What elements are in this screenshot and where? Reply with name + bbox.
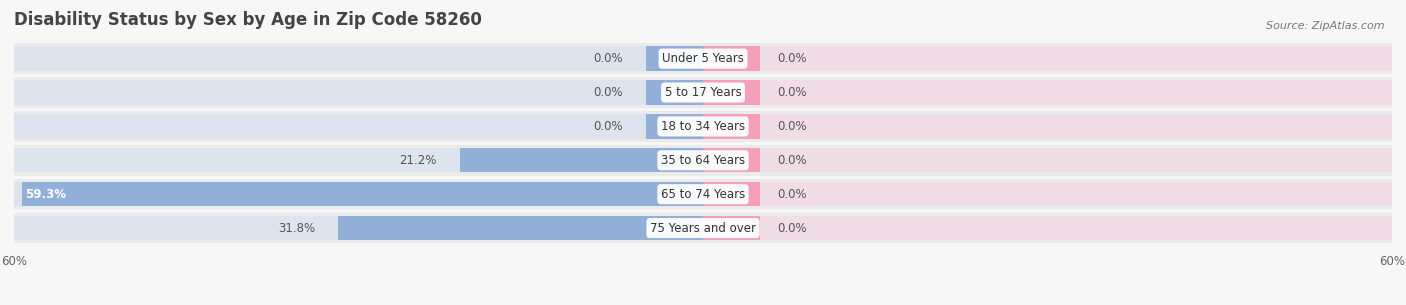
Text: 31.8%: 31.8% [278,221,315,235]
Bar [14,46,703,71]
Text: 65 to 74 Years: 65 to 74 Years [661,188,745,201]
Bar [337,216,703,240]
Text: Under 5 Years: Under 5 Years [662,52,744,65]
Bar [703,46,761,71]
Bar [645,46,703,71]
Bar [703,148,761,173]
Bar [703,114,761,138]
Bar [703,182,761,206]
Bar [14,114,703,138]
Bar [14,179,1392,210]
Bar [703,216,1392,240]
Bar [703,114,1392,138]
Text: 0.0%: 0.0% [593,86,623,99]
Bar [703,182,1392,206]
Bar [703,148,1392,173]
Text: 0.0%: 0.0% [778,86,807,99]
Bar [14,216,703,240]
Text: 5 to 17 Years: 5 to 17 Years [665,86,741,99]
Bar [703,80,1392,105]
Text: 59.3%: 59.3% [25,188,66,201]
Bar [14,80,703,105]
Text: 35 to 64 Years: 35 to 64 Years [661,154,745,167]
Bar [14,111,1392,142]
Text: 0.0%: 0.0% [593,120,623,133]
Text: 0.0%: 0.0% [778,52,807,65]
Bar [14,77,1392,108]
Text: 18 to 34 Years: 18 to 34 Years [661,120,745,133]
Bar [703,80,761,105]
Text: Disability Status by Sex by Age in Zip Code 58260: Disability Status by Sex by Age in Zip C… [14,12,482,30]
Text: 0.0%: 0.0% [778,120,807,133]
Text: 75 Years and over: 75 Years and over [650,221,756,235]
Bar [14,43,1392,74]
Text: 0.0%: 0.0% [778,154,807,167]
Text: 21.2%: 21.2% [399,154,437,167]
Bar [703,216,761,240]
Bar [645,114,703,138]
Text: 0.0%: 0.0% [778,188,807,201]
Bar [14,145,1392,176]
Bar [14,213,1392,243]
Bar [22,182,703,206]
Text: 0.0%: 0.0% [778,221,807,235]
Bar [14,182,703,206]
Text: 0.0%: 0.0% [593,52,623,65]
Text: Source: ZipAtlas.com: Source: ZipAtlas.com [1267,21,1385,31]
Bar [460,148,703,173]
Bar [14,148,703,173]
Bar [703,46,1392,71]
Bar [645,80,703,105]
